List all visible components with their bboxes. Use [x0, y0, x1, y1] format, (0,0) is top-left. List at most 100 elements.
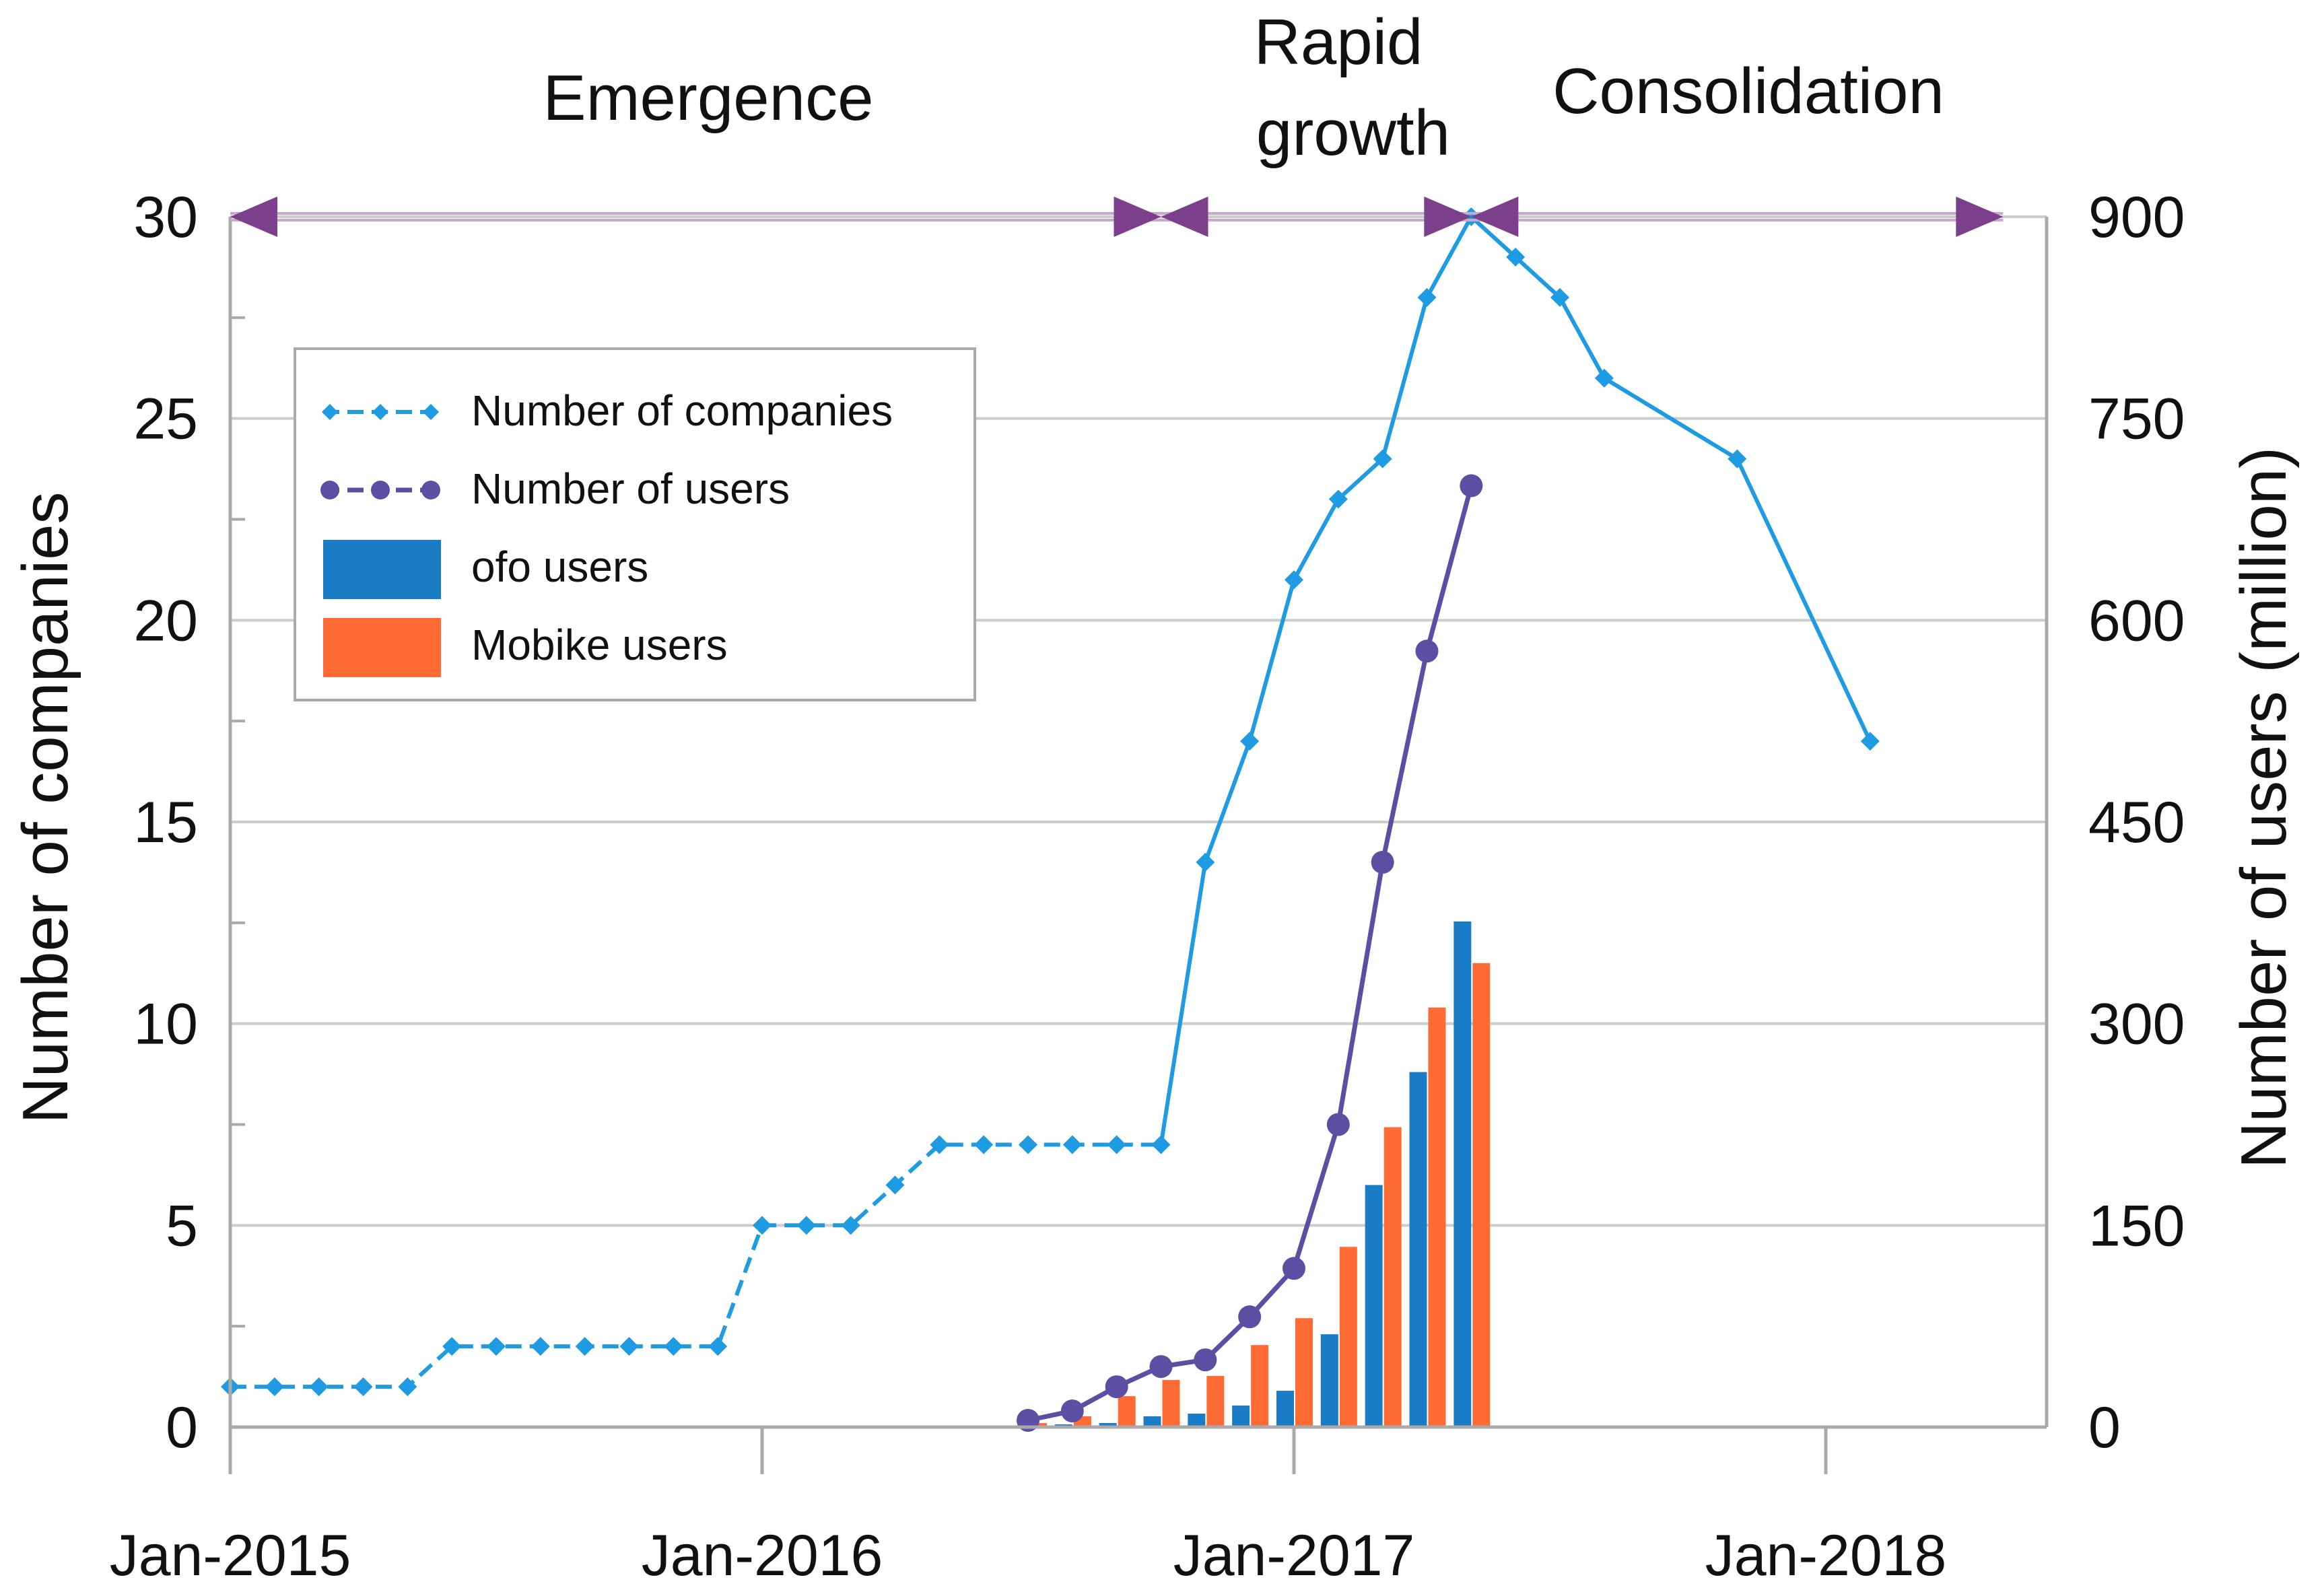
x-tick-label: Jan-2017 [1173, 1523, 1415, 1588]
y-tick-label-left: 15 [133, 790, 198, 855]
companies-point [531, 1337, 550, 1356]
users-point [1371, 850, 1394, 874]
companies-point [1417, 287, 1437, 307]
companies-point [974, 1135, 994, 1154]
companies-line-dashed [230, 1142, 1161, 1389]
companies-point [841, 1216, 860, 1235]
mobike-bar [1162, 1380, 1180, 1427]
y-tick-label-left: 25 [133, 387, 198, 452]
companies-point [930, 1135, 949, 1154]
phase-arrow-right [1114, 197, 1161, 237]
legend-marker-users [421, 481, 440, 499]
users-point [1415, 639, 1439, 663]
companies-point [265, 1377, 284, 1397]
companies-point [1594, 368, 1614, 388]
users-point [1194, 1348, 1217, 1372]
companies-line [1159, 213, 1872, 1145]
x-tick-label: Jan-2016 [642, 1523, 883, 1588]
companies-point [1240, 732, 1260, 751]
users-point [1326, 1113, 1350, 1136]
companies-point [575, 1337, 594, 1356]
companies-point [309, 1377, 329, 1397]
phase-arrow-left [230, 197, 277, 237]
y-axis-title-left: Number of companies [9, 491, 81, 1123]
y-tick-label-right: 900 [2088, 185, 2185, 250]
y-tick-label-right: 450 [2088, 790, 2185, 855]
legend-marker-companies [372, 404, 388, 420]
mobike-bar [1428, 1007, 1446, 1427]
companies-point [796, 1216, 816, 1235]
y-tick-label-left: 10 [133, 992, 198, 1057]
legend-label-users: Number of users [471, 464, 790, 513]
companies-point [487, 1337, 506, 1356]
y-tick-label-left: 5 [166, 1193, 198, 1258]
legend-swatch-mobike [323, 618, 441, 677]
legend-swatches [320, 404, 441, 677]
x-tick-label: Jan-2018 [1705, 1523, 1947, 1588]
legend-swatch-ofo [323, 540, 441, 599]
mobike-bar [1295, 1318, 1313, 1427]
y-tick-label-right: 750 [2088, 387, 2185, 452]
companies-point [753, 1216, 772, 1235]
phase-arrow-right [1424, 197, 1472, 237]
y-tick-label-left: 0 [166, 1395, 198, 1460]
phase-arrow-right [1956, 197, 2004, 237]
y-tick-label-right: 150 [2088, 1193, 2185, 1258]
companies-point [398, 1377, 417, 1397]
users-point [1060, 1399, 1084, 1423]
phase-label-emergence: Emergence [543, 62, 874, 134]
mobike-bar [1339, 1247, 1357, 1427]
ofo-bar [1143, 1416, 1161, 1427]
legend-marker-users [371, 481, 390, 499]
y-tick-label-right: 0 [2088, 1395, 2121, 1460]
phase-arrow-left [1161, 197, 1208, 237]
phase-label-consolidation: Consolidation [1552, 55, 1944, 127]
users-line [1027, 485, 1474, 1423]
companies-point [1151, 1135, 1171, 1154]
mobike-bar [1118, 1396, 1136, 1427]
ofo-bar [1188, 1414, 1206, 1427]
companies-point [442, 1337, 462, 1356]
companies-point [885, 1175, 905, 1195]
y-axis-title-right: Number of users (million) [2228, 447, 2300, 1169]
ofo-bar [1320, 1334, 1338, 1427]
companies-point [619, 1337, 639, 1356]
users-point [1460, 474, 1483, 497]
phase-label-growth: growth [1256, 97, 1450, 169]
companies-point [664, 1337, 683, 1356]
y-tick-label-right: 300 [2088, 992, 2185, 1057]
phase-label-rapid: Rapid [1254, 6, 1423, 78]
users-point [1105, 1375, 1128, 1399]
legend-marker-companies [423, 404, 439, 420]
y-tick-label-right: 600 [2088, 588, 2185, 653]
ofo-bar [1276, 1391, 1294, 1427]
companies-point [1506, 247, 1526, 267]
ofo-bar [1232, 1406, 1250, 1427]
companies-point [1373, 449, 1392, 469]
y-tick-label-left: 20 [133, 588, 198, 653]
companies-point [1062, 1135, 1082, 1154]
companies-point [1196, 852, 1215, 872]
companies-point [1860, 732, 1880, 751]
users-point [1283, 1257, 1305, 1280]
ofo-bar [1454, 921, 1472, 1427]
mobike-bar [1472, 963, 1491, 1427]
legend-marker-companies [322, 404, 338, 420]
ofo-bar [1099, 1423, 1117, 1427]
companies-point [1728, 449, 1747, 469]
users-point [1238, 1305, 1262, 1329]
y-tick-label-left: 30 [133, 185, 198, 250]
phase-bands: Emergence Rapid growth Consolidation [230, 6, 2004, 237]
ofo-bar [1365, 1185, 1383, 1427]
x-tick-label: Jan-2015 [110, 1523, 351, 1588]
companies-point [353, 1377, 373, 1397]
companies-point [708, 1337, 728, 1356]
mobike-bar [1383, 1127, 1402, 1427]
companies-point [1019, 1135, 1037, 1154]
companies-point [1328, 489, 1348, 509]
mobike-bar [1206, 1376, 1225, 1427]
companies-point [1107, 1135, 1126, 1154]
phase-arrow-left [1471, 197, 1519, 237]
